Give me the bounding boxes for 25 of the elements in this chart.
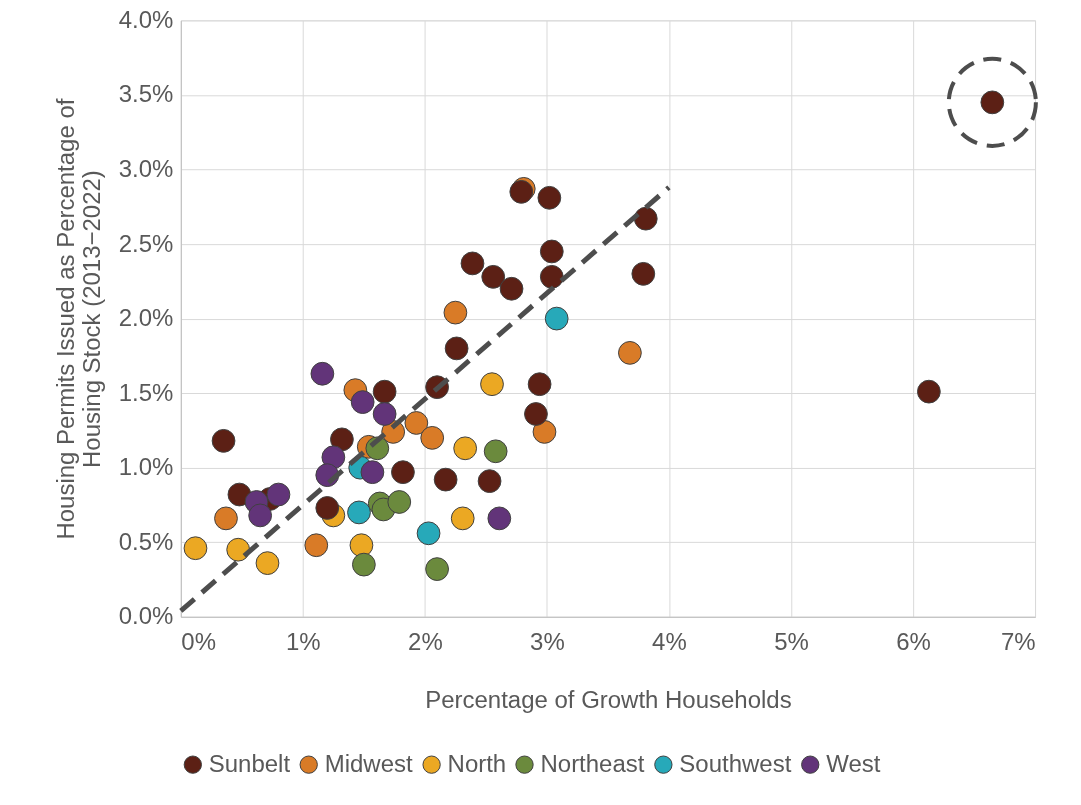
y-tick-label: 2.5% (118, 229, 174, 257)
y-tick-label: 0.0% (118, 602, 174, 630)
y-tick-label: 3.0% (118, 154, 174, 182)
x-tick-label: 3% (530, 628, 565, 656)
x-tick-label: 2% (408, 628, 443, 656)
y-tick-label: 0.5% (118, 527, 174, 555)
y-tick-label: 4.0% (118, 5, 174, 33)
x-tick-label: 5% (774, 628, 809, 656)
legend-label: North (447, 749, 507, 777)
y-tick-label: 1.0% (118, 453, 174, 481)
y-axis-title: Housing Permits Issued as Percentage of Housing Stock (2013−2022) (51, 98, 105, 540)
legend-label: Northeast (540, 749, 645, 777)
x-tick-label: 4% (652, 628, 687, 656)
x-axis-title: Percentage of Growth Households (425, 686, 792, 714)
y-tick-label: 3.5% (118, 80, 174, 108)
legend-label: West (826, 749, 881, 777)
y-tick-label: 1.5% (118, 378, 174, 406)
y-tick-label: 2.0% (118, 304, 174, 332)
x-tick-label: 6% (896, 628, 931, 656)
x-tick-label: 0% (181, 628, 216, 656)
x-tick-label: 7% (1000, 628, 1036, 656)
legend-label: Southwest (679, 749, 792, 777)
legend-label: Midwest (324, 749, 413, 777)
x-tick-label: 1% (286, 628, 321, 656)
legend-label: Sunbelt (208, 749, 291, 777)
